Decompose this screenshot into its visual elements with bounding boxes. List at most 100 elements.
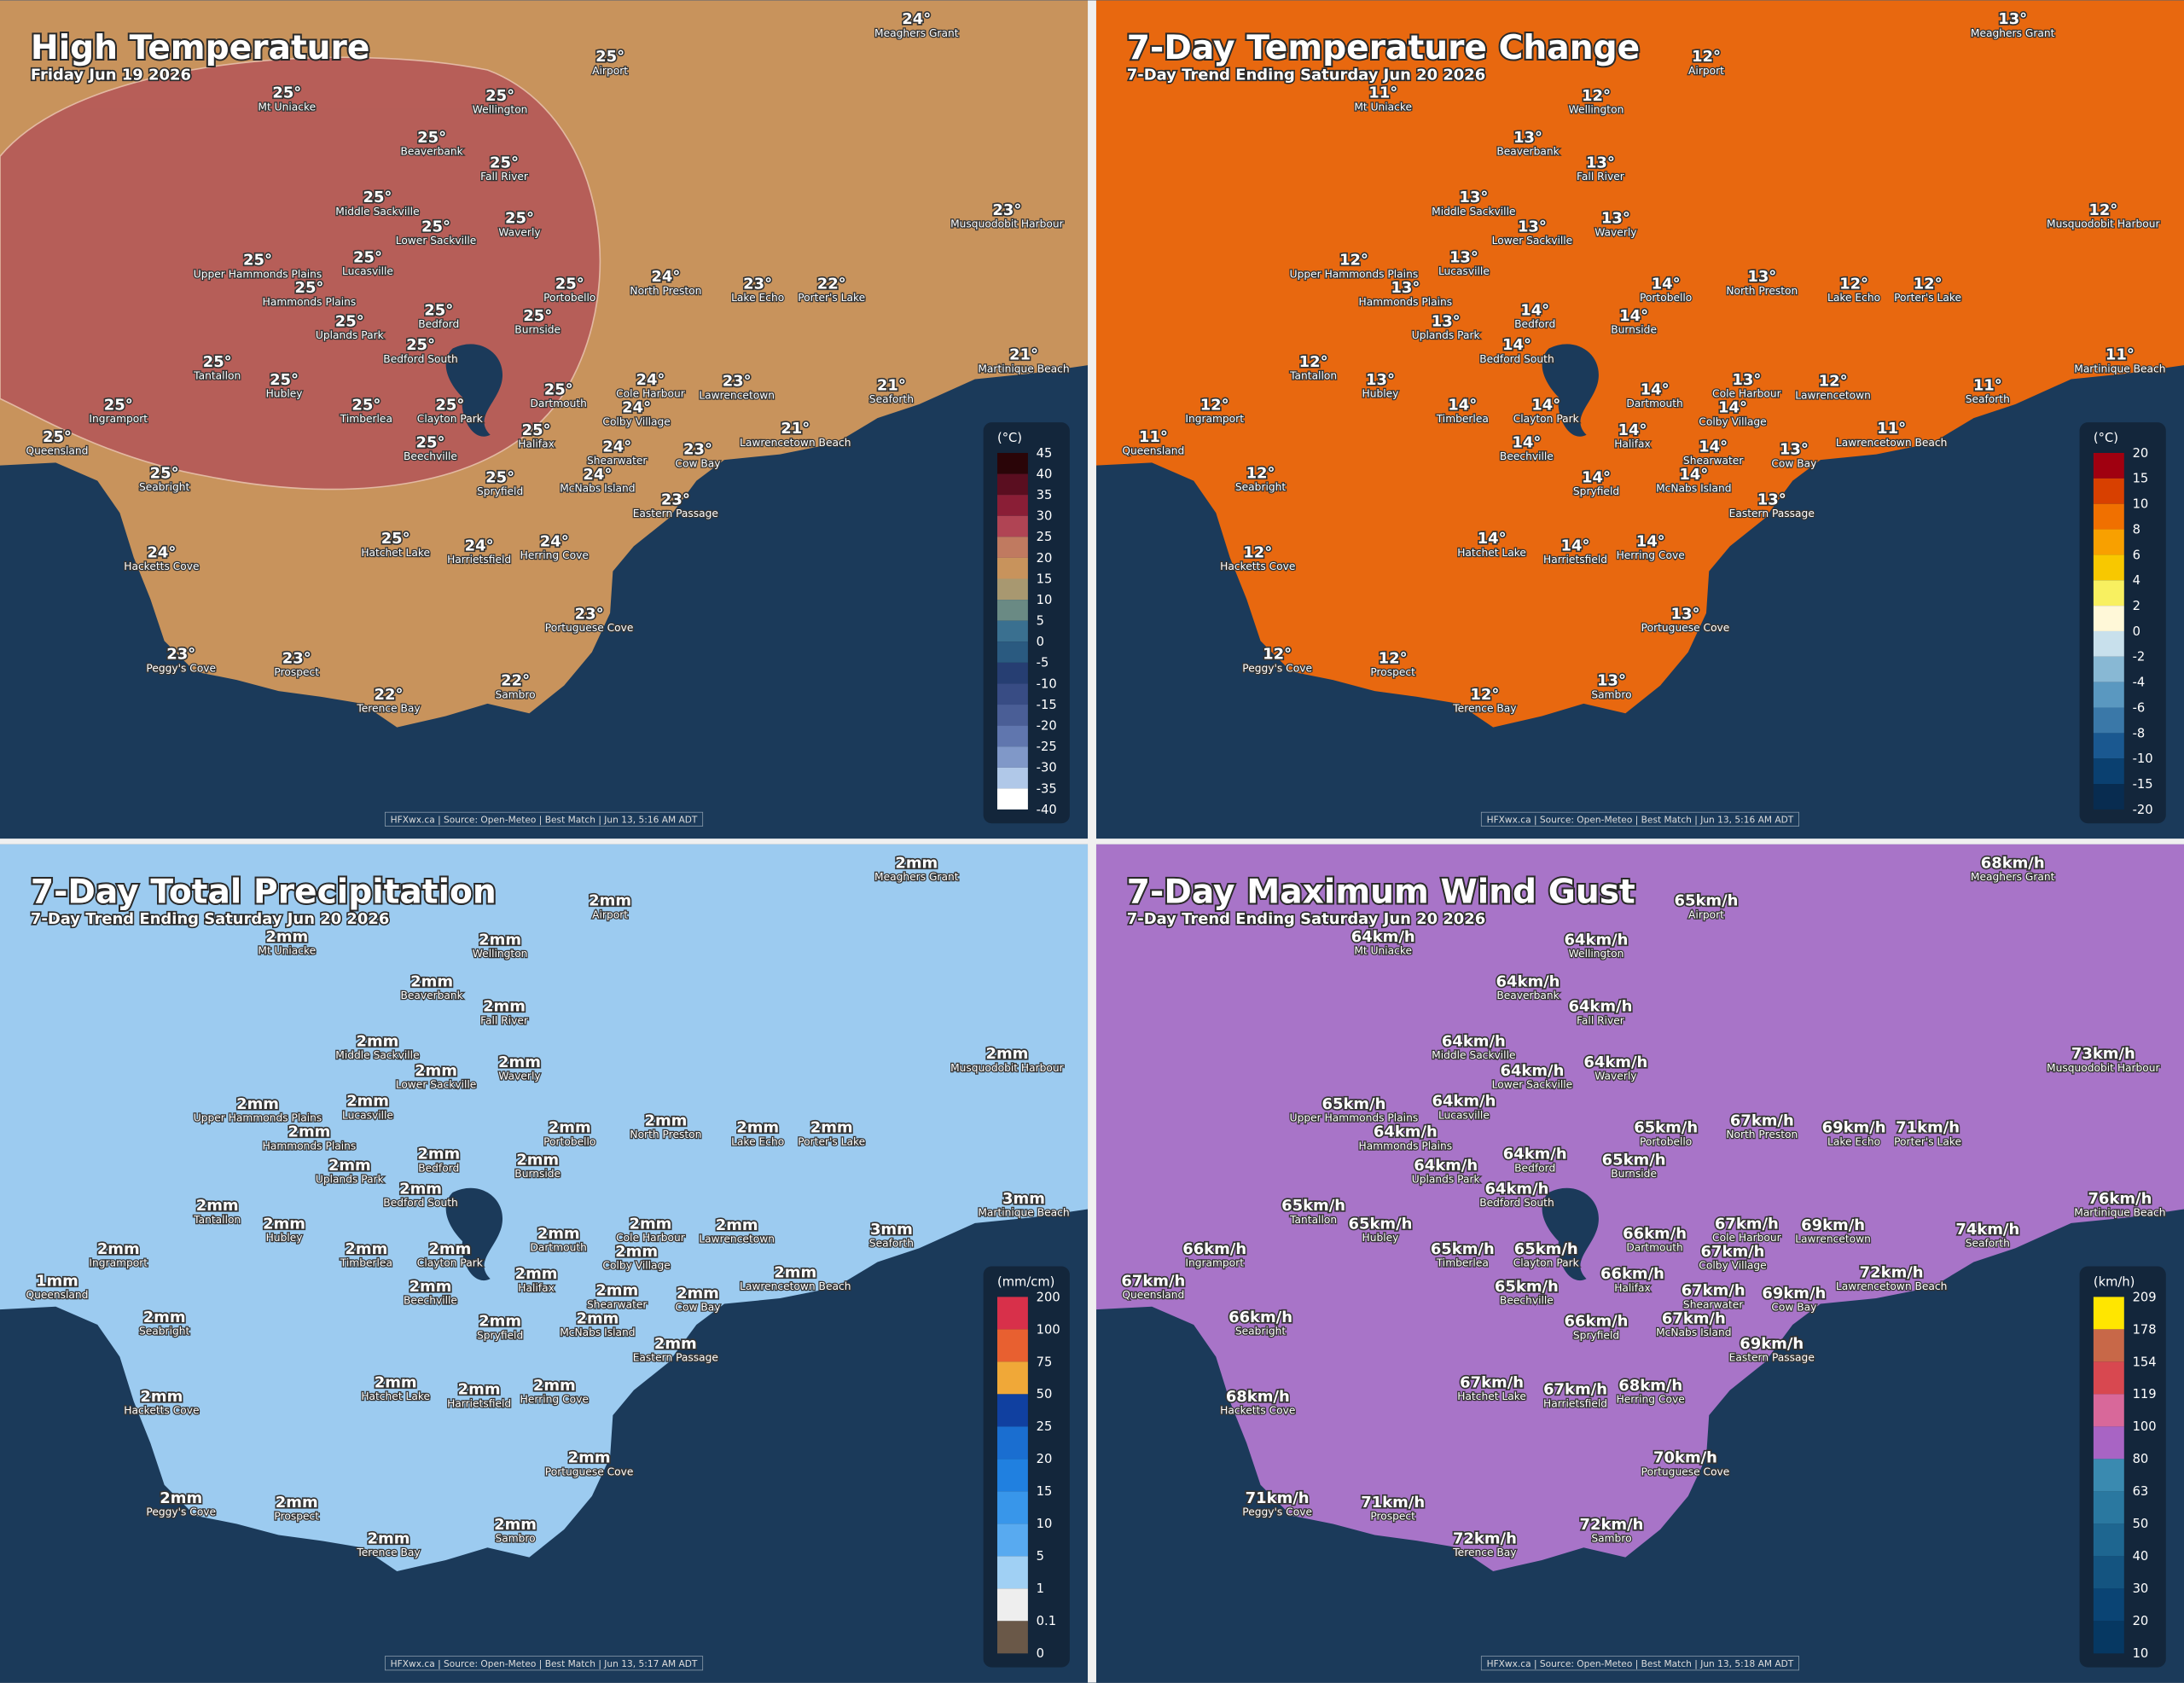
place-name: Portuguese Cove — [545, 622, 634, 634]
legend-swatch — [996, 515, 1028, 537]
place-value: 25° — [544, 380, 573, 398]
legend-tick: 178 — [2133, 1322, 2157, 1337]
place-value: 25° — [406, 336, 435, 354]
place-name: Tantallon — [1289, 369, 1337, 381]
place-value: 14° — [1652, 275, 1681, 293]
place-name: Lake Echo — [1827, 292, 1880, 304]
place-name: Middle Sackville — [335, 206, 419, 218]
place-name: Lawrencetown Beach — [740, 1280, 851, 1292]
place-name: Sambro — [1591, 688, 1631, 700]
place-value: 65km/h — [1675, 892, 1739, 910]
place-value: 73km/h — [2071, 1045, 2135, 1063]
legend-tick: 30 — [2133, 1581, 2149, 1596]
legend-swatch — [2093, 1426, 2124, 1460]
legend-swatch — [996, 746, 1028, 768]
place-value: 68km/h — [1226, 1388, 1290, 1406]
place-value: 25° — [555, 275, 584, 293]
legend-tick: 40 — [2133, 1549, 2149, 1564]
place-value: 25° — [243, 252, 272, 270]
place-name: Lawrencetown Beach — [1836, 437, 1947, 449]
legend-tick: 0 — [1037, 635, 1044, 649]
place-value: 67km/h — [1701, 1243, 1765, 1261]
place-name: Ingramport — [89, 413, 148, 425]
legend-tick: -2 — [2133, 650, 2146, 664]
legend-tick: 154 — [2133, 1355, 2157, 1369]
place-value: 23° — [661, 490, 690, 508]
place-name: Burnside — [1611, 324, 1657, 336]
map-title: 7-Day Total Precipitation — [31, 873, 497, 911]
place-value: 2mm — [736, 1119, 779, 1137]
place-value: 2mm — [97, 1240, 140, 1258]
place-name: McNabs Island — [560, 1326, 635, 1338]
place-name: Meaghers Grant — [874, 871, 959, 883]
place-value: 65km/h — [1514, 1240, 1578, 1258]
place-value: 2mm — [346, 1093, 389, 1111]
place-value: 12° — [1470, 686, 1499, 704]
place-value: 2mm — [644, 1112, 687, 1130]
place-name: Waverly — [1594, 226, 1636, 238]
place-value: 23° — [166, 646, 195, 664]
place-value: 25° — [104, 396, 133, 414]
legend-swatch — [2093, 1329, 2124, 1362]
place-name: Hammonds Plains — [1359, 1140, 1453, 1152]
place-name: Beechville — [404, 450, 457, 462]
legend-swatch — [2093, 630, 2124, 657]
place-value: 22° — [375, 686, 404, 704]
legend-tick: 80 — [2133, 1452, 2149, 1466]
place-value: 2mm — [265, 928, 308, 946]
place-name: Beaverbank — [1496, 989, 1560, 1001]
place-value: 64km/h — [1496, 972, 1560, 990]
place-value: 2mm — [810, 1119, 853, 1137]
place-value: 25° — [523, 307, 552, 325]
place-value: 2mm — [236, 1095, 279, 1113]
place-name: Portobello — [543, 1135, 595, 1147]
place-name: Seaforth — [869, 393, 914, 405]
place-value: 12° — [1379, 650, 1408, 668]
place-name: Bedford — [418, 1162, 459, 1174]
place-name: Shearwater — [587, 455, 648, 467]
place-value: 2mm — [677, 1285, 719, 1303]
place-name: Musquodobit Harbour — [950, 1062, 1065, 1074]
place-name: Wellington — [473, 104, 528, 116]
place-value: 69km/h — [1801, 1216, 1865, 1234]
credit: HFXwx.ca | Source: Open-Meteo | Best Mat… — [391, 814, 698, 825]
place-name: Tantallon — [1289, 1214, 1337, 1226]
place-name: Middle Sackville — [335, 1049, 419, 1061]
place-value: 65km/h — [1634, 1119, 1698, 1137]
place-value: 64km/h — [1432, 1093, 1496, 1111]
place-name: Cow Bay — [675, 1302, 720, 1314]
place-name: Lawrencetown — [699, 389, 775, 401]
place-value: 67km/h — [1460, 1374, 1524, 1392]
legend-swatch — [996, 1523, 1028, 1557]
place-value: 2mm — [143, 1309, 186, 1326]
legend-swatch — [2093, 606, 2124, 631]
place-value: 67km/h — [1715, 1215, 1779, 1233]
place-name: Airport — [1688, 908, 1724, 920]
legend-tick: 40 — [1037, 467, 1053, 481]
place-value: 2mm — [576, 1309, 619, 1327]
map-subtitle: 7-Day Trend Ending Saturday Jun 20 2026 — [31, 910, 389, 928]
credit: HFXwx.ca | Source: Open-Meteo | Best Mat… — [391, 1658, 698, 1669]
place-name: Seaforth — [1966, 1238, 2010, 1250]
place-name: Wellington — [473, 948, 528, 960]
place-name: Bedford South — [1479, 1197, 1554, 1209]
place-name: Cow Bay — [1771, 1302, 1816, 1314]
place-name: Shearwater — [1683, 455, 1744, 467]
legend-swatch — [2093, 452, 2124, 479]
legend-swatch — [2093, 478, 2124, 504]
legend-tick: -5 — [1037, 656, 1049, 670]
legend-tick: -4 — [2133, 676, 2146, 690]
place-name: Prospect — [1370, 1511, 1415, 1523]
place-name: Fall River — [1577, 1014, 1625, 1026]
legend-swatch — [996, 767, 1028, 789]
place-value: 24° — [583, 466, 612, 484]
place-value: 24° — [902, 10, 931, 28]
place-value: 72km/h — [1580, 1516, 1644, 1534]
place-name: Lower Sackville — [1492, 1078, 1573, 1090]
place-value: 64km/h — [1568, 998, 1632, 1016]
place-name: Porter's Lake — [1894, 1135, 1961, 1147]
place-name: Cole Harbour — [1712, 388, 1782, 400]
place-name: Terence Bay — [356, 703, 420, 715]
